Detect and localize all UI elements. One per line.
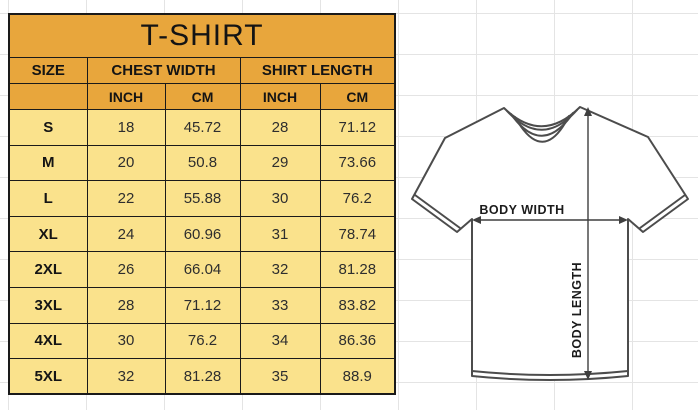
col-header-size: SIZE [8,57,88,84]
chest-cm-value: 45.72 [164,109,241,146]
length-cm-value: 88.9 [319,358,396,395]
chest-cm-value: 60.96 [164,215,241,253]
tshirt-measurement-diagram: BODY WIDTH BODY LENGTH [411,106,689,381]
hem-seam [471,370,629,376]
length-inch-value: 32 [239,251,321,288]
size-label: 5XL [8,358,88,395]
header-row: SIZE CHEST WIDTH SHIRT LENGTH [8,57,396,84]
chest-inch-value: 18 [86,109,166,146]
size-label: 4XL [8,322,88,360]
table-row: 2XL 26 66.04 32 81.28 [8,251,396,288]
size-label: M [8,144,88,182]
length-cm-value: 86.36 [319,322,396,360]
size-label: 3XL [8,286,88,324]
chest-cm-value: 66.04 [164,251,241,288]
table-row: XL 24 60.96 31 78.74 [8,215,396,253]
chest-inch-value: 20 [86,144,166,182]
table-row: 5XL 32 81.28 35 88.9 [8,358,396,395]
length-cm-value: 71.12 [319,109,396,146]
chest-cm-value: 81.28 [164,358,241,395]
arrow-up-head [584,107,592,116]
table-row: S 18 45.72 28 71.12 [8,109,396,146]
chest-inch-value: 30 [86,322,166,360]
length-inch-value: 30 [239,180,321,217]
size-label: XL [8,215,88,253]
length-inch-value: 35 [239,358,321,395]
size-label: L [8,180,88,217]
right-cuff-seam [639,194,686,229]
empty-corner-cell [8,83,88,110]
col-header-shirt-length: SHIRT LENGTH [239,57,396,84]
table-row: L 22 55.88 30 76.2 [8,180,396,217]
length-inch-value: 28 [239,109,321,146]
subheader-length-cm: CM [319,83,396,110]
length-inch-value: 31 [239,215,321,253]
length-cm-value: 83.82 [319,286,396,324]
subheader-row: INCH CM INCH CM [8,83,396,110]
arrow-down-head [584,371,592,380]
table-title: T-SHIRT [8,13,396,58]
chest-cm-value: 76.2 [164,322,241,360]
tshirt-outline [411,106,689,381]
title-row: T-SHIRT [8,13,396,58]
arrow-right-head [619,216,628,224]
length-cm-value: 81.28 [319,251,396,288]
body-length-label: BODY LENGTH [570,262,584,358]
table-row: 3XL 28 71.12 33 83.82 [8,286,396,324]
chest-cm-value: 55.88 [164,180,241,217]
subheader-chest-cm: CM [164,83,241,110]
table-row: 4XL 30 76.2 34 86.36 [8,322,396,360]
subheader-chest-inch: INCH [86,83,166,110]
chest-cm-value: 50.8 [164,144,241,182]
table-row: M 20 50.8 29 73.66 [8,144,396,182]
length-cm-value: 73.66 [319,144,396,182]
col-header-chest-width: CHEST WIDTH [86,57,241,84]
length-cm-value: 76.2 [319,180,396,217]
size-label: S [8,109,88,146]
chest-inch-value: 32 [86,358,166,395]
body-width-label: BODY WIDTH [479,203,564,217]
chest-inch-value: 28 [86,286,166,324]
size-label: 2XL [8,251,88,288]
subheader-length-inch: INCH [239,83,321,110]
size-table: T-SHIRT SIZE CHEST WIDTH SHIRT LENGTH IN… [8,13,397,396]
left-cuff-seam [414,194,461,229]
length-inch-value: 33 [239,286,321,324]
chest-inch-value: 24 [86,215,166,253]
chest-inch-value: 26 [86,251,166,288]
length-inch-value: 34 [239,322,321,360]
chest-inch-value: 22 [86,180,166,217]
length-cm-value: 78.74 [319,215,396,253]
length-inch-value: 29 [239,144,321,182]
collar-rib-arc [514,115,570,143]
arrow-left-head [472,216,481,224]
chest-cm-value: 71.12 [164,286,241,324]
